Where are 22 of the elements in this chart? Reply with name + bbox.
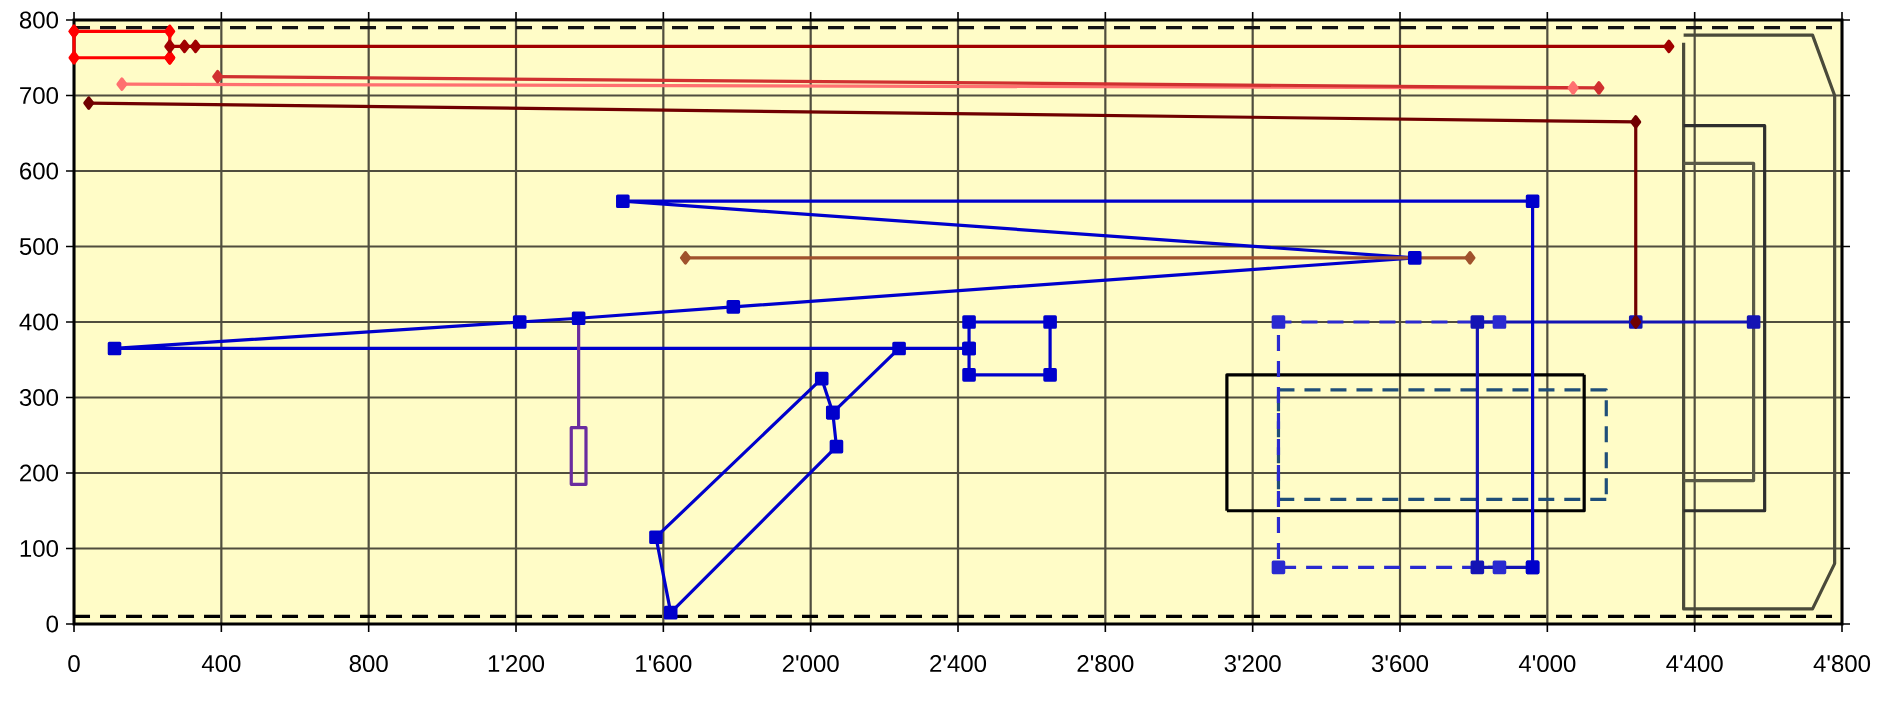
x-tick-label: 1'600 — [636, 655, 692, 673]
x-tick-label: 4'800 — [1813, 655, 1871, 673]
x-tick-label: 2'400 — [930, 655, 987, 673]
x-tick-label: 400 — [201, 655, 241, 673]
x-tick-label: 0 — [68, 655, 80, 673]
x-tick-label: 2'800 — [1077, 655, 1134, 673]
x-tick-label: 1'200 — [488, 655, 545, 673]
x-tick-label: 3'200 — [1224, 655, 1281, 673]
y-tick-label: 700 — [20, 87, 59, 104]
y-tick-label: 100 — [20, 540, 59, 557]
y-tick-label: 600 — [20, 162, 59, 180]
x-tick-label: 4'000 — [1518, 655, 1576, 673]
x-tick-label: 800 — [349, 655, 388, 673]
x-tick-label: 3'600 — [1371, 655, 1429, 673]
y-tick-label: 500 — [19, 238, 59, 255]
y-tick-label: 300 — [19, 389, 59, 406]
x-tick-label: 2'000 — [782, 655, 839, 673]
y-tick-label: 400 — [19, 313, 59, 331]
y-tick-label: 0 — [46, 615, 59, 633]
y-tick-label: 800 — [19, 11, 59, 29]
y-tick-label: 200 — [20, 464, 59, 482]
x-tick-label: 4'400 — [1666, 655, 1723, 673]
